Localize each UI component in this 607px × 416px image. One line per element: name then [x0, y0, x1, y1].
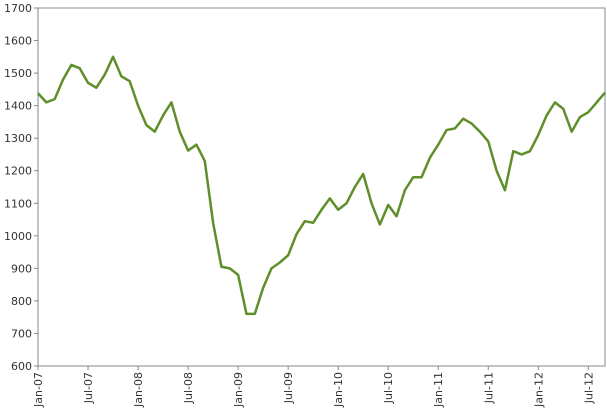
y-tick-label: 900 — [11, 262, 32, 275]
x-tick-label: Jul-11 — [482, 372, 495, 404]
x-tick-label: Jan-10 — [332, 372, 345, 408]
x-tick-label: Jul-07 — [82, 372, 95, 404]
y-tick-label: 1100 — [4, 197, 32, 210]
x-tick-label: Jan-09 — [232, 372, 245, 408]
y-tick-label: 600 — [11, 360, 32, 373]
y-tick-label: 1200 — [4, 165, 32, 178]
x-tick-label: Jul-12 — [582, 372, 595, 404]
line — [37, 55, 606, 316]
x-tick-label: Jan-07 — [32, 372, 45, 408]
x-tick-label: Jan-12 — [532, 372, 545, 408]
x-tick-label: Jan-11 — [432, 372, 445, 408]
x-tick-label: Jul-08 — [182, 372, 195, 404]
y-tick-label: 1500 — [4, 67, 32, 80]
y-tick-label: 700 — [11, 327, 32, 340]
x-tick-label: Jul-09 — [282, 372, 295, 404]
y-tick-label: 1600 — [4, 35, 32, 48]
plot-frame — [37, 7, 606, 367]
y-tick-label: 1400 — [4, 100, 32, 113]
x-tick-label: Jul-10 — [382, 372, 395, 404]
y-tick-label: 1000 — [4, 230, 32, 243]
y-tick-label: 800 — [11, 295, 32, 308]
x-tick-label: Jan-08 — [132, 372, 145, 408]
y-tick-label: 1700 — [4, 2, 32, 15]
y-tick-label: 1300 — [4, 132, 32, 145]
